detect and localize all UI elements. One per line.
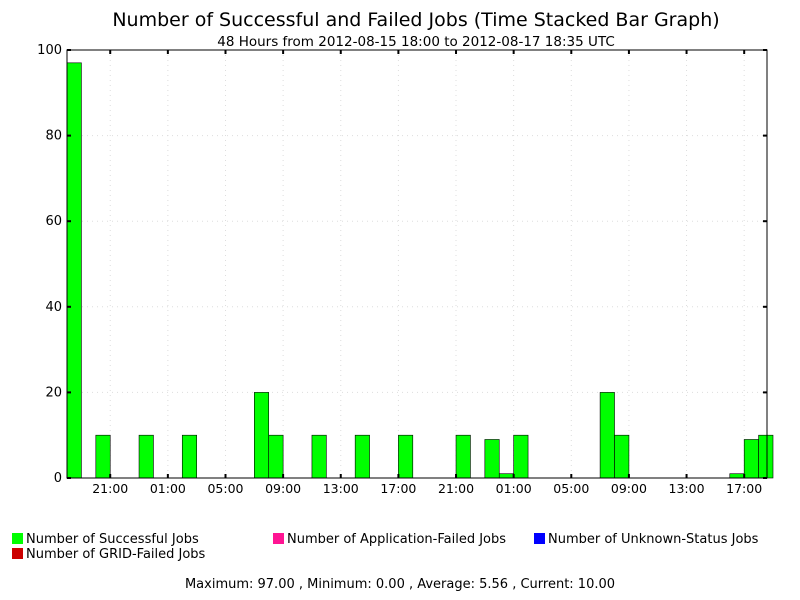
bar [513, 434, 529, 479]
bar [66, 62, 82, 479]
x-tick-label: 17:00 [380, 481, 416, 496]
bar [311, 434, 327, 479]
x-tick-label: 01:00 [150, 481, 186, 496]
bar [268, 434, 284, 479]
legend-swatch-successful [12, 533, 23, 544]
bar [181, 434, 197, 479]
x-tick-label: 05:00 [207, 481, 243, 496]
bar [743, 439, 759, 479]
legend-label-grid-failed: Number of GRID-Failed Jobs [26, 547, 206, 562]
grid-layer [67, 50, 767, 478]
y-tick-label: 80 [45, 129, 62, 144]
y-tick-label: 40 [45, 300, 62, 315]
x-tick-label: 09:00 [265, 481, 301, 496]
bar [398, 434, 414, 479]
plot-frame [66, 49, 768, 479]
x-tick-label: 21:00 [438, 481, 474, 496]
bar [758, 434, 774, 479]
legend-item-unknown-status: Number of Unknown-Status Jobs [534, 532, 758, 547]
legend-item-application-failed: Number of Application-Failed Jobs [273, 532, 506, 547]
chart-subtitle: 48 Hours from 2012-08-15 18:00 to 2012-0… [217, 34, 615, 50]
bar [614, 434, 630, 479]
x-tick-label: 13:00 [323, 481, 359, 496]
legend-label-successful: Number of Successful Jobs [26, 532, 199, 547]
y-tick-label: 100 [37, 43, 62, 58]
bar [455, 434, 471, 479]
x-tick-label: 01:00 [496, 481, 532, 496]
ticks-layer: 0 20 40 60 80 100 21:00 01:00 05:00 09:00 13:00 17:… [37, 43, 767, 496]
legend-label-unknown-status: Number of Unknown-Status Jobs [548, 532, 759, 547]
legend-label-application-failed: Number of Application-Failed Jobs [287, 532, 507, 547]
x-tick-label: 05:00 [553, 481, 589, 496]
legend-item-successful: Number of Successful Jobs [12, 532, 199, 547]
bar [484, 439, 500, 479]
chart-title: Number of Successful and Failed Jobs (Ti… [112, 9, 720, 31]
legend-item-grid-failed: Number of GRID-Failed Jobs [12, 547, 205, 562]
legend-swatch-unknown-status [534, 533, 545, 544]
y-tick-label: 0 [54, 471, 62, 486]
x-tick-label: 17:00 [726, 481, 762, 496]
bar [354, 434, 370, 479]
bar [138, 434, 154, 479]
legend-swatch-application-failed [273, 533, 284, 544]
x-tick-label: 13:00 [669, 481, 705, 496]
x-tick-label: 21:00 [92, 481, 128, 496]
y-tick-label: 20 [45, 385, 62, 400]
bars-layer [66, 62, 774, 479]
summary-stats: Maximum: 97.00 , Minimum: 0.00 , Average… [184, 577, 616, 592]
bar [95, 434, 111, 479]
bar [729, 473, 745, 479]
x-tick-label: 09:00 [611, 481, 647, 496]
bar [599, 392, 615, 479]
y-tick-label: 60 [45, 214, 62, 229]
bar [254, 392, 270, 479]
bar [498, 473, 514, 479]
legend-swatch-grid-failed [12, 548, 23, 559]
